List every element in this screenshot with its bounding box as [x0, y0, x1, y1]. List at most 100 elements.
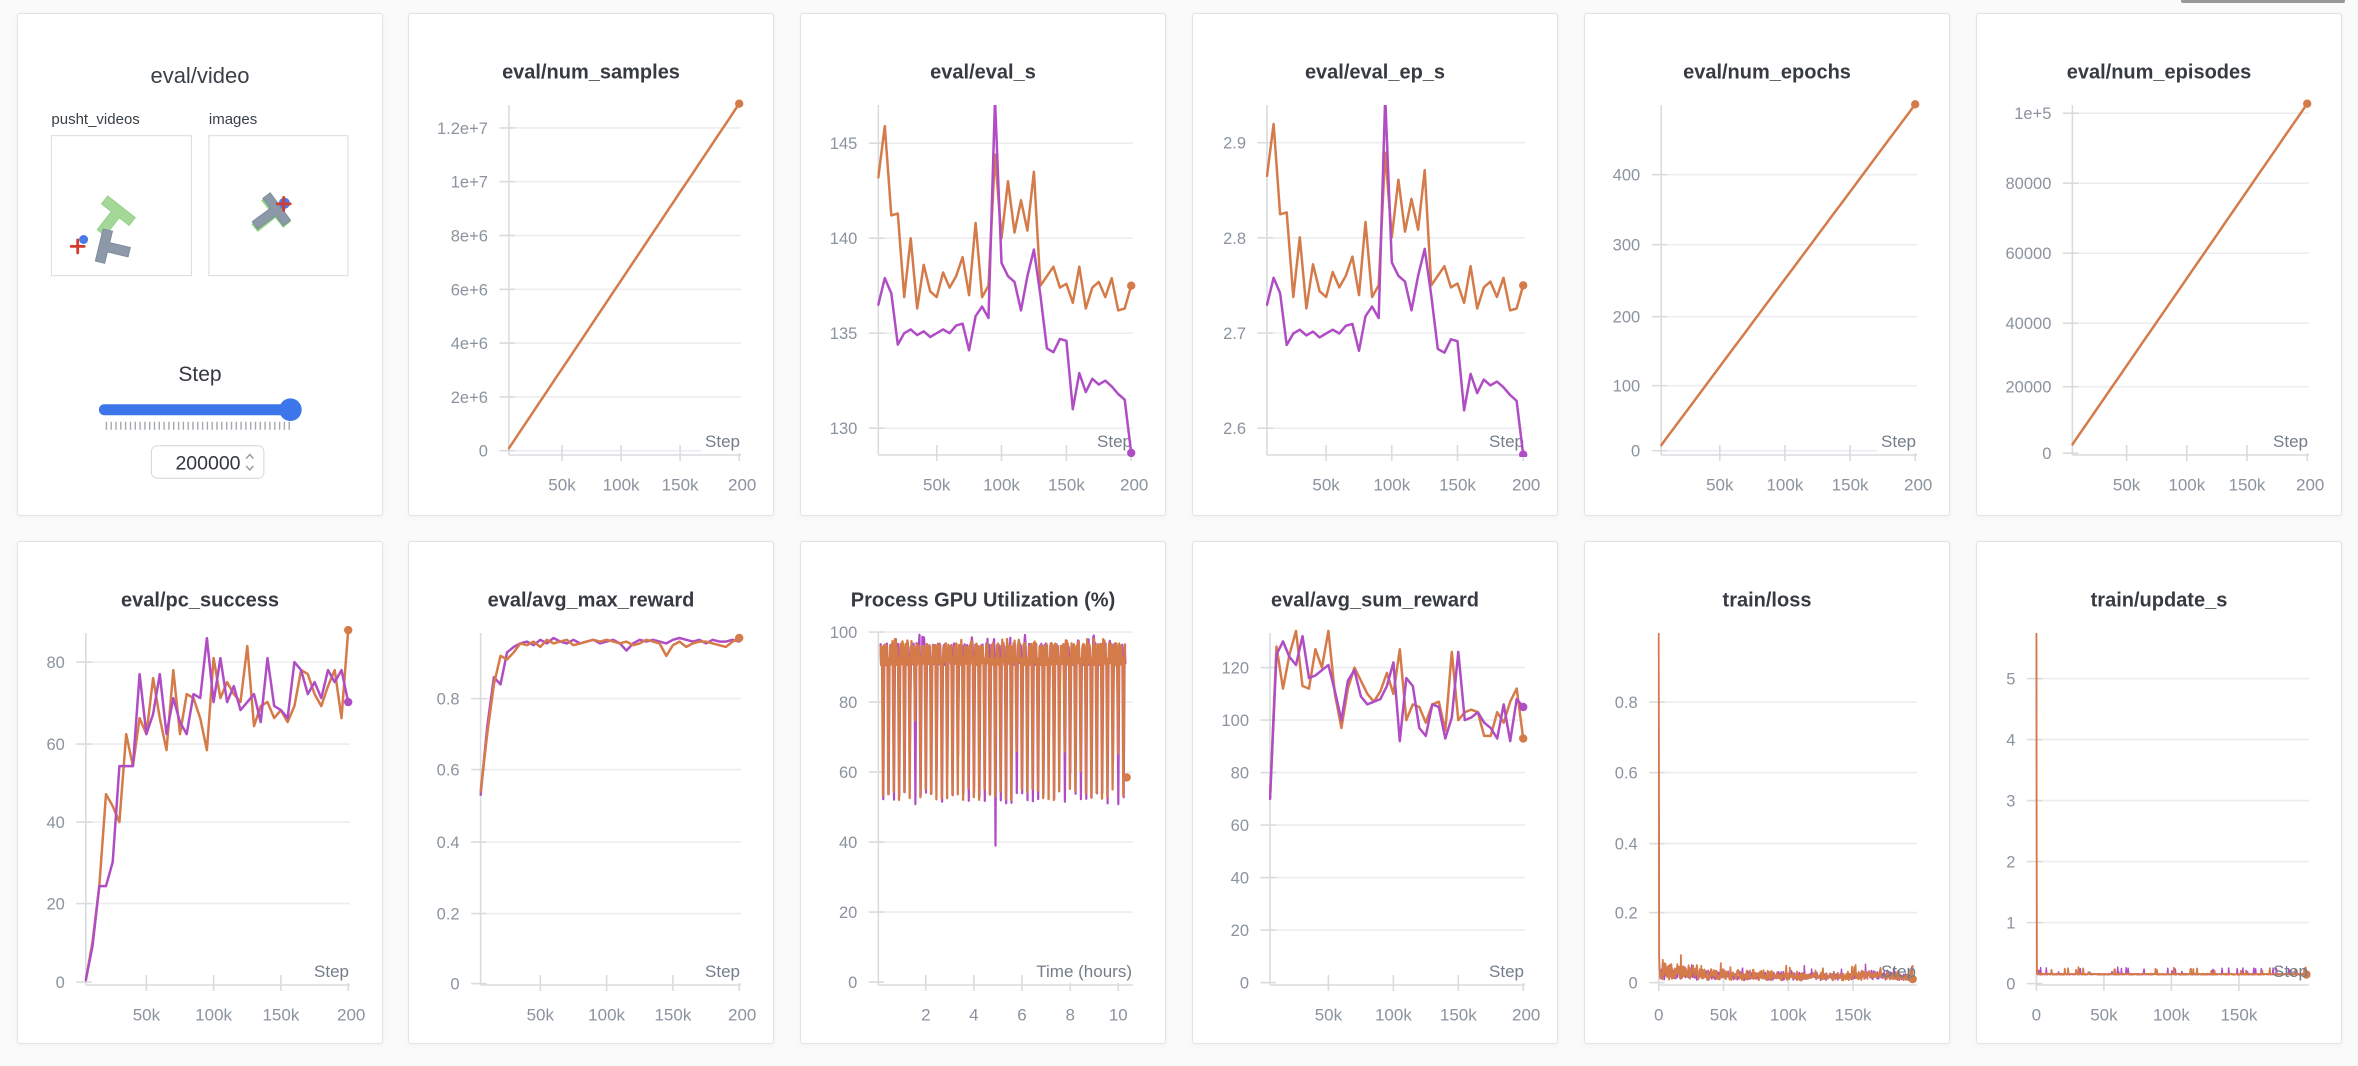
svg-text:2: 2: [2006, 854, 2015, 872]
svg-text:eval/pc_success: eval/pc_success: [121, 590, 279, 612]
svg-text:2.6: 2.6: [1223, 420, 1246, 438]
svg-text:Time (hours): Time (hours): [1036, 962, 1132, 981]
svg-text:0: 0: [2031, 1006, 2040, 1025]
svg-text:100k: 100k: [603, 476, 640, 495]
svg-text:50k: 50k: [133, 1006, 161, 1025]
svg-text:Step: Step: [314, 962, 349, 981]
svg-text:2.9: 2.9: [1223, 135, 1246, 153]
svg-text:6e+6: 6e+6: [451, 281, 488, 299]
svg-text:Step: Step: [705, 962, 740, 981]
svg-text:130: 130: [830, 420, 858, 438]
svg-text:0.2: 0.2: [1615, 905, 1638, 923]
svg-text:80: 80: [46, 654, 64, 672]
svg-text:100k: 100k: [2153, 1006, 2190, 1025]
svg-text:60: 60: [839, 764, 857, 782]
svg-text:4e+6: 4e+6: [451, 335, 488, 353]
svg-text:80: 80: [1231, 765, 1249, 783]
svg-text:50k: 50k: [2112, 476, 2140, 495]
svg-text:100k: 100k: [2168, 476, 2205, 495]
svg-text:50k: 50k: [2090, 1006, 2118, 1025]
svg-text:Step: Step: [1881, 432, 1916, 451]
svg-text:150k: 150k: [2228, 476, 2265, 495]
svg-text:145: 145: [830, 135, 858, 153]
svg-text:1.2e+7: 1.2e+7: [437, 120, 488, 138]
svg-text:40000: 40000: [2005, 315, 2051, 333]
svg-text:200: 200: [337, 1006, 365, 1025]
svg-text:10: 10: [1109, 1006, 1128, 1025]
svg-text:8: 8: [1066, 1006, 1075, 1025]
svg-text:train/loss: train/loss: [1722, 590, 1811, 612]
svg-text:150k: 150k: [655, 1006, 692, 1025]
svg-text:4: 4: [2006, 732, 2015, 750]
svg-text:eval/eval_s: eval/eval_s: [930, 62, 1036, 84]
svg-text:eval/video: eval/video: [150, 63, 249, 88]
svg-text:0.4: 0.4: [437, 834, 460, 852]
svg-text:100k: 100k: [1766, 476, 1803, 495]
svg-text:40: 40: [839, 834, 857, 852]
svg-text:eval/num_episodes: eval/num_episodes: [2066, 62, 2251, 84]
svg-text:100k: 100k: [1375, 1006, 1412, 1025]
svg-text:0: 0: [1628, 975, 1637, 993]
svg-text:Step: Step: [2273, 432, 2308, 451]
svg-text:6: 6: [1017, 1006, 1026, 1025]
svg-text:60: 60: [1231, 817, 1249, 835]
svg-text:1e+7: 1e+7: [451, 174, 488, 192]
svg-text:200: 200: [728, 1006, 756, 1025]
svg-text:0.4: 0.4: [1615, 836, 1638, 854]
svg-text:Step: Step: [1489, 432, 1524, 451]
svg-text:40: 40: [1231, 870, 1249, 888]
svg-text:Process GPU Utilization (%): Process GPU Utilization (%): [851, 590, 1116, 612]
svg-text:Step: Step: [1097, 432, 1132, 451]
svg-text:150k: 150k: [1831, 476, 1868, 495]
svg-text:200: 200: [1512, 476, 1540, 495]
svg-text:150k: 150k: [2220, 1006, 2257, 1025]
svg-text:20000: 20000: [2005, 379, 2051, 397]
svg-text:2e+6: 2e+6: [451, 389, 488, 407]
svg-text:8e+6: 8e+6: [451, 228, 488, 246]
svg-text:eval/avg_max_reward: eval/avg_max_reward: [488, 590, 695, 612]
svg-text:5: 5: [2006, 671, 2015, 689]
svg-text:0.8: 0.8: [437, 691, 460, 709]
svg-text:120: 120: [1221, 660, 1249, 678]
svg-text:4: 4: [969, 1006, 978, 1025]
svg-text:images: images: [209, 111, 257, 128]
svg-text:50k: 50k: [1312, 476, 1340, 495]
svg-text:100: 100: [830, 624, 858, 642]
svg-text:1e+5: 1e+5: [2014, 105, 2051, 123]
svg-text:train/update_s: train/update_s: [2090, 590, 2227, 612]
svg-text:0: 0: [1654, 1006, 1663, 1025]
svg-text:0: 0: [848, 974, 857, 992]
svg-text:Step: Step: [1489, 962, 1524, 981]
svg-text:0: 0: [2006, 976, 2015, 994]
svg-text:80: 80: [839, 694, 857, 712]
svg-text:pusht_videos: pusht_videos: [51, 111, 139, 128]
svg-text:200: 200: [728, 476, 756, 495]
svg-text:0: 0: [451, 976, 460, 994]
svg-text:eval/num_samples: eval/num_samples: [502, 62, 680, 84]
svg-text:Step: Step: [2273, 962, 2308, 981]
svg-text:Step: Step: [1881, 962, 1916, 981]
svg-text:150k: 150k: [1440, 1006, 1477, 1025]
svg-text:150k: 150k: [1048, 476, 1085, 495]
svg-text:0.2: 0.2: [437, 906, 460, 924]
svg-text:0: 0: [2042, 445, 2051, 463]
svg-text:60000: 60000: [2005, 245, 2051, 263]
svg-text:eval/avg_sum_reward: eval/avg_sum_reward: [1271, 590, 1479, 612]
svg-text:0.6: 0.6: [1615, 765, 1638, 783]
svg-text:140: 140: [830, 230, 858, 248]
svg-text:100k: 100k: [1770, 1006, 1807, 1025]
svg-text:50k: 50k: [1706, 476, 1734, 495]
svg-text:100k: 100k: [589, 1006, 626, 1025]
svg-text:100k: 100k: [195, 1006, 232, 1025]
svg-text:150k: 150k: [262, 1006, 299, 1025]
svg-text:20: 20: [839, 904, 857, 922]
svg-text:40: 40: [46, 814, 64, 832]
svg-text:80000: 80000: [2005, 175, 2051, 193]
svg-text:200: 200: [1512, 1006, 1540, 1025]
svg-text:50k: 50k: [549, 476, 577, 495]
svg-text:2: 2: [921, 1006, 930, 1025]
svg-text:2.8: 2.8: [1223, 230, 1246, 248]
svg-text:0.8: 0.8: [1615, 694, 1638, 712]
svg-text:3: 3: [2006, 793, 2015, 811]
svg-text:Step: Step: [705, 432, 740, 451]
